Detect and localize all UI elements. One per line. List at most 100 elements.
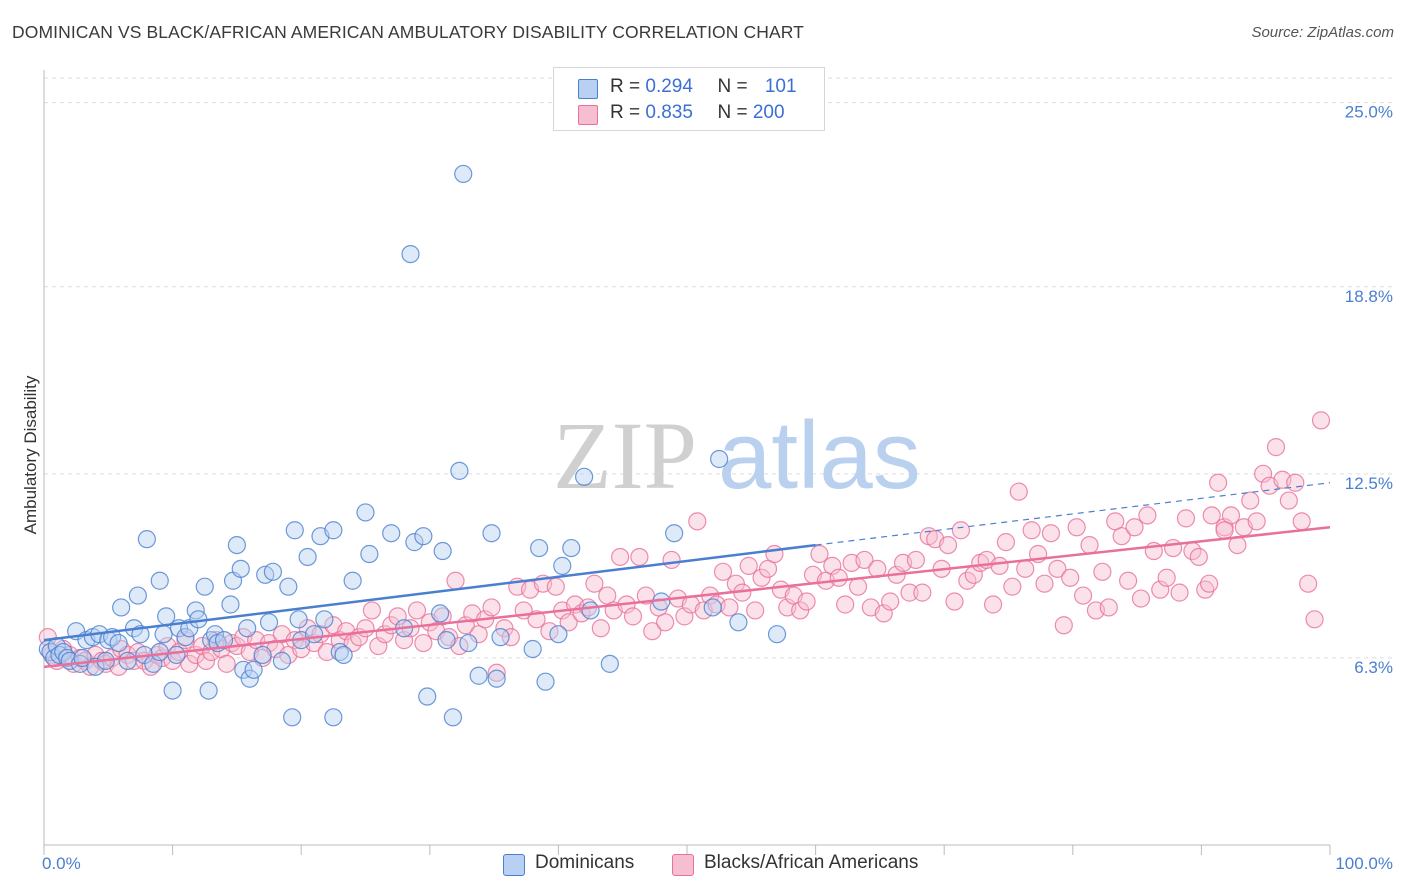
dominican-point-52 [253,645,272,665]
black-point-173 [1112,527,1131,546]
dominican-point-51 [244,660,263,679]
dominican-point-101 [703,598,722,617]
black-point-123 [791,601,810,620]
black-point-156 [1003,577,1022,596]
dominican-point-20 [118,651,137,671]
black-point-98 [630,547,649,567]
black-point-187 [1202,506,1221,525]
black-point-203 [1305,610,1324,629]
dominican-point-32 [167,645,186,665]
black-point-166 [1067,518,1086,537]
black-point-158 [1016,559,1035,578]
black-point-116 [746,601,765,620]
dominican-point-38 [195,577,214,596]
dominican-point-68 [334,645,353,665]
black-point-147 [945,592,964,611]
dominican-point-75 [401,244,420,264]
black-point-155 [996,533,1016,552]
r-label: R = [610,102,646,123]
dominican-point-54 [259,613,279,632]
dominican-point-88 [487,669,506,688]
dominican-point-82 [443,708,463,727]
dominican-point-50 [240,669,259,688]
black-point-33 [217,654,236,673]
black-point-174 [1118,571,1138,590]
black-point-205 [1200,574,1219,593]
n-label: N = [717,102,753,123]
dominican-point-48 [234,660,253,679]
y-tick-label-3: 25.0% [1345,103,1393,122]
dominican-point-60 [289,610,308,629]
dominican-point-66 [324,521,343,540]
black-point-194 [1247,512,1266,531]
dominican-point-44 [221,595,240,614]
dominican-point-95 [562,538,581,558]
r-label: R = [610,76,646,97]
trend-lines [43,482,1331,669]
dominican-point-63 [304,625,324,644]
dominican-point-103 [729,613,748,632]
dominican-point-100 [665,524,684,543]
dominican-point-71 [356,503,375,522]
watermark-zip: ZIP [553,402,697,509]
black-point-188 [1209,473,1228,492]
dominican-point-59 [285,521,304,540]
dominican-point-91 [530,538,549,558]
black-point-157 [1009,482,1028,501]
dominican-point-90 [523,639,542,659]
dominican-point-77 [414,527,433,546]
black-point-87 [559,613,578,632]
dominican-point-47 [231,559,250,578]
black-point-200 [1286,473,1305,492]
black-point-115 [739,556,758,575]
dominican-point-28 [154,625,173,644]
y-tick-labels: 6.3% 12.5% 18.8% 25.0% [1345,103,1393,677]
black-point-132 [848,577,868,596]
dominican-point-58 [283,708,302,727]
dominican-point-46 [227,535,246,555]
dominican-point-62 [298,547,317,567]
black-point-183 [1176,509,1196,528]
n-value: 200 [752,102,785,123]
y-tick-label-0: 6.3% [1354,658,1393,677]
black-point-163 [1048,559,1067,578]
black-point-159 [1022,521,1041,540]
black-point-107 [688,512,707,531]
dominican-point-98 [600,654,619,673]
dominican-point-27 [150,642,169,662]
legend-label: Blacks/African Americans [704,852,919,873]
dominican-point-56 [272,651,292,671]
black-point-164 [1054,616,1073,635]
black-point-95 [611,547,630,567]
black-point-199 [1279,491,1298,510]
black-point-76 [487,663,506,682]
y-tick-label-1: 12.5% [1345,474,1393,493]
black-point-167 [1073,586,1093,605]
dominican-point-79 [430,604,450,623]
black-point-63 [407,601,427,620]
black-point-168 [1080,535,1099,555]
dominican-point-55 [263,562,283,581]
black-point-69 [446,571,465,590]
black-point-181 [1164,538,1183,558]
dominican-point-43 [214,631,234,650]
dominican-point-73 [382,524,401,543]
black-point-185 [1189,547,1208,567]
dominican-point-89 [491,628,510,647]
n-value: 101 [764,76,797,97]
dominican-point-96 [575,467,594,486]
black-point-153 [983,595,1003,614]
black-point-206 [1215,521,1234,540]
black-point-111 [713,562,733,581]
dominican-point-92 [536,672,555,691]
dominican-point-69 [343,571,362,590]
dominican-point-87 [482,524,501,543]
black-point-201 [1292,512,1311,531]
black-point-92 [591,619,610,638]
black-point-64 [414,633,433,653]
dominican-point-102 [710,449,729,469]
dominican-trend-extension [815,482,1331,546]
dominican-point-86 [469,666,488,685]
black-point-85 [546,577,565,596]
